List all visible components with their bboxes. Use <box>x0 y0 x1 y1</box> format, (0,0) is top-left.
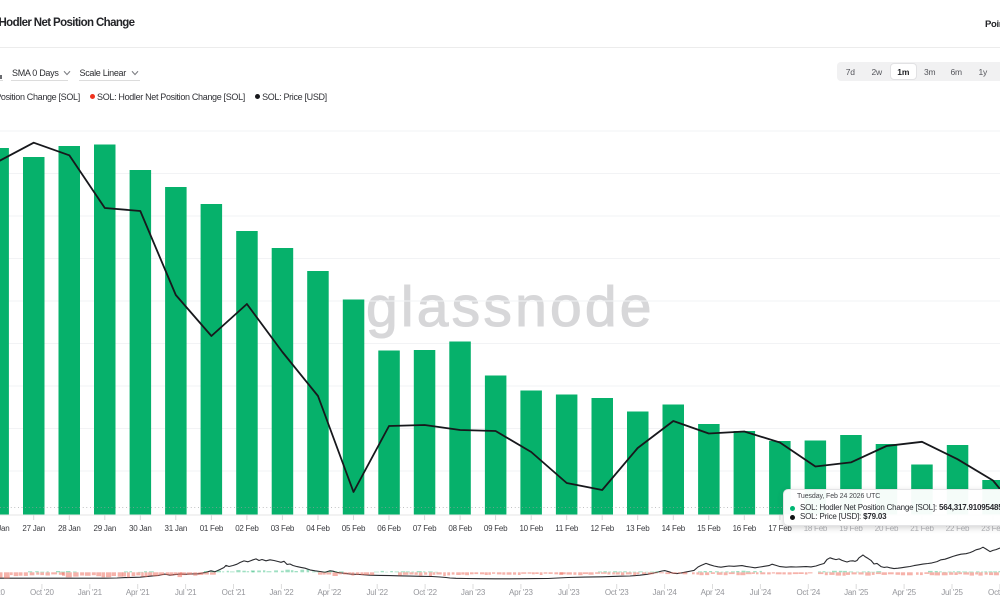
svg-text:Oct '25: Oct '25 <box>988 588 1000 597</box>
svg-text:11 Feb: 11 Feb <box>555 524 579 533</box>
svg-text:Jan '21: Jan '21 <box>78 588 103 597</box>
svg-text:10 Feb: 10 Feb <box>519 524 543 533</box>
svg-text:Oct '22: Oct '22 <box>413 588 437 597</box>
svg-text:glassnode: glassnode <box>366 275 655 339</box>
svg-text:20 Feb: 20 Feb <box>875 524 899 533</box>
svg-text:19 Feb: 19 Feb <box>839 524 863 533</box>
svg-text:14 Feb: 14 Feb <box>662 524 686 533</box>
svg-text:Jan '23: Jan '23 <box>461 588 486 597</box>
svg-text:Jul '23: Jul '23 <box>558 588 580 597</box>
svg-text:03 Feb: 03 Feb <box>271 524 295 533</box>
svg-text:28 Jan: 28 Jan <box>58 524 81 533</box>
svg-text:26 Jan: 26 Jan <box>0 524 9 533</box>
svg-text:12 Feb: 12 Feb <box>590 524 614 533</box>
svg-text:Apr '21: Apr '21 <box>126 588 150 597</box>
svg-text:23 Feb: 23 Feb <box>981 524 1000 533</box>
svg-text:Oct '24: Oct '24 <box>796 588 820 597</box>
svg-text:Oct '21: Oct '21 <box>222 588 246 597</box>
svg-text:04 Feb: 04 Feb <box>306 524 330 533</box>
svg-text:Apr '24: Apr '24 <box>701 588 725 597</box>
svg-text:02 Feb: 02 Feb <box>235 524 259 533</box>
svg-text:Jul '24: Jul '24 <box>750 588 772 597</box>
svg-text:09 Feb: 09 Feb <box>484 524 508 533</box>
svg-text:27 Jan: 27 Jan <box>22 524 45 533</box>
svg-text:31 Jan: 31 Jan <box>165 524 188 533</box>
svg-text:Apr '25: Apr '25 <box>892 588 916 597</box>
svg-text:22 Feb: 22 Feb <box>946 524 970 533</box>
svg-text:21 Feb: 21 Feb <box>910 524 934 533</box>
svg-text:Jan '24: Jan '24 <box>653 588 678 597</box>
svg-text:17 Feb: 17 Feb <box>768 524 792 533</box>
svg-text:30 Jan: 30 Jan <box>129 524 152 533</box>
svg-text:13 Feb: 13 Feb <box>626 524 650 533</box>
svg-text:01 Feb: 01 Feb <box>200 524 224 533</box>
svg-text:16 Feb: 16 Feb <box>733 524 757 533</box>
svg-text:Apr '23: Apr '23 <box>509 588 533 597</box>
svg-text:Apr '22: Apr '22 <box>317 588 341 597</box>
svg-text:Oct '20: Oct '20 <box>30 588 54 597</box>
svg-text:08 Feb: 08 Feb <box>448 524 472 533</box>
svg-text:05 Feb: 05 Feb <box>342 524 366 533</box>
svg-text:Jul '25: Jul '25 <box>941 588 963 597</box>
svg-text:Jan '22: Jan '22 <box>269 588 294 597</box>
svg-text:29 Jan: 29 Jan <box>94 524 117 533</box>
svg-text:Jul '22: Jul '22 <box>366 588 388 597</box>
svg-text:06 Feb: 06 Feb <box>377 524 401 533</box>
svg-text:18 Feb: 18 Feb <box>804 524 828 533</box>
svg-text:Jul '21: Jul '21 <box>175 588 197 597</box>
svg-text:07 Feb: 07 Feb <box>413 524 437 533</box>
svg-text:Jul '20: Jul '20 <box>0 588 5 597</box>
svg-text:Jan '25: Jan '25 <box>844 588 869 597</box>
svg-text:15 Feb: 15 Feb <box>697 524 721 533</box>
svg-text:Oct '23: Oct '23 <box>605 588 629 597</box>
